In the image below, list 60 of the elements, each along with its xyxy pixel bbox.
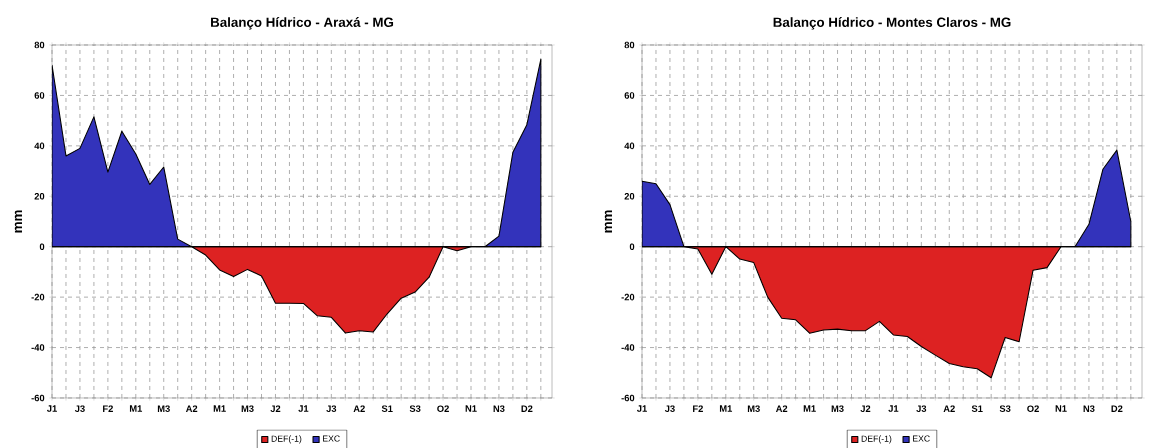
legend-label: EXC bbox=[913, 435, 930, 442]
x-tick-label: F2 bbox=[693, 405, 703, 412]
x-tick-label: M1 bbox=[719, 405, 733, 412]
y-tick-label: -60 bbox=[621, 394, 635, 402]
x-tick-label: A2 bbox=[185, 405, 198, 412]
x-tick-label: O2 bbox=[1027, 405, 1039, 412]
y-tick-label: 60 bbox=[34, 92, 45, 99]
x-tick-label: J1 bbox=[636, 405, 647, 412]
x-tick-label: A2 bbox=[943, 405, 955, 412]
x-tick-label: O2 bbox=[437, 405, 449, 412]
y-axis-title: mm bbox=[604, 210, 612, 233]
y-axis-title: mm bbox=[14, 210, 22, 233]
x-tick-label: A2 bbox=[353, 405, 365, 412]
x-tick-label: J3 bbox=[326, 405, 337, 412]
x-tick-label: D2 bbox=[1111, 405, 1123, 412]
x-tick-label: J3 bbox=[916, 405, 927, 412]
x-tick-label: N1 bbox=[465, 405, 477, 412]
x-tick-label: J1 bbox=[298, 405, 309, 412]
x-tick-label: M1 bbox=[129, 405, 143, 412]
x-tick-label: M3 bbox=[157, 405, 170, 412]
legend-label: EXC bbox=[323, 435, 340, 442]
x-tick-label: M3 bbox=[241, 405, 254, 412]
x-tick-label: M3 bbox=[747, 405, 760, 412]
x-tick-label: D2 bbox=[521, 405, 533, 412]
legend-label: DEF(-1) bbox=[861, 435, 892, 444]
x-tick-label: S1 bbox=[381, 405, 393, 412]
x-tick-label: J3 bbox=[74, 405, 85, 412]
x-tick-label: J2 bbox=[270, 405, 281, 412]
x-tick-label: S3 bbox=[409, 405, 421, 412]
y-tick-label: 20 bbox=[34, 192, 45, 200]
y-tick-label: 60 bbox=[624, 92, 635, 99]
y-tick-label: 0 bbox=[39, 243, 45, 250]
y-tick-label: 80 bbox=[624, 41, 635, 49]
x-tick-label: N3 bbox=[1083, 405, 1095, 412]
x-tick-label: J3 bbox=[664, 405, 675, 412]
y-tick-label: -40 bbox=[621, 344, 635, 351]
x-tick-label: S3 bbox=[999, 405, 1011, 412]
x-tick-label: N1 bbox=[1055, 405, 1067, 412]
y-tick-label: -20 bbox=[621, 293, 635, 301]
x-tick-label: J1 bbox=[888, 405, 899, 412]
y-tick-label: -40 bbox=[31, 344, 45, 351]
y-tick-label: 40 bbox=[34, 142, 45, 150]
legend-label: DEF(-1) bbox=[271, 435, 302, 444]
x-tick-label: M3 bbox=[831, 405, 844, 412]
x-tick-label: M1 bbox=[803, 405, 816, 412]
x-tick-label: A2 bbox=[775, 405, 788, 412]
y-tick-label: 80 bbox=[34, 41, 45, 49]
chart-title: Balanço Hídrico - Montes Claros - MG bbox=[773, 17, 1011, 30]
y-tick-label: 0 bbox=[629, 243, 635, 250]
y-tick-label: -60 bbox=[31, 394, 45, 402]
x-tick-label: N3 bbox=[493, 405, 505, 412]
x-tick-label: S1 bbox=[971, 405, 983, 412]
x-tick-label: J1 bbox=[46, 405, 57, 412]
y-tick-label: -20 bbox=[31, 293, 45, 301]
x-tick-label: J2 bbox=[860, 405, 871, 412]
x-tick-label: M1 bbox=[213, 405, 226, 412]
y-tick-label: 20 bbox=[624, 192, 635, 200]
x-tick-label: F2 bbox=[103, 405, 113, 412]
chart-title: Balanço Hídrico - Araxá - MG bbox=[211, 17, 394, 30]
y-tick-label: 40 bbox=[624, 142, 635, 150]
